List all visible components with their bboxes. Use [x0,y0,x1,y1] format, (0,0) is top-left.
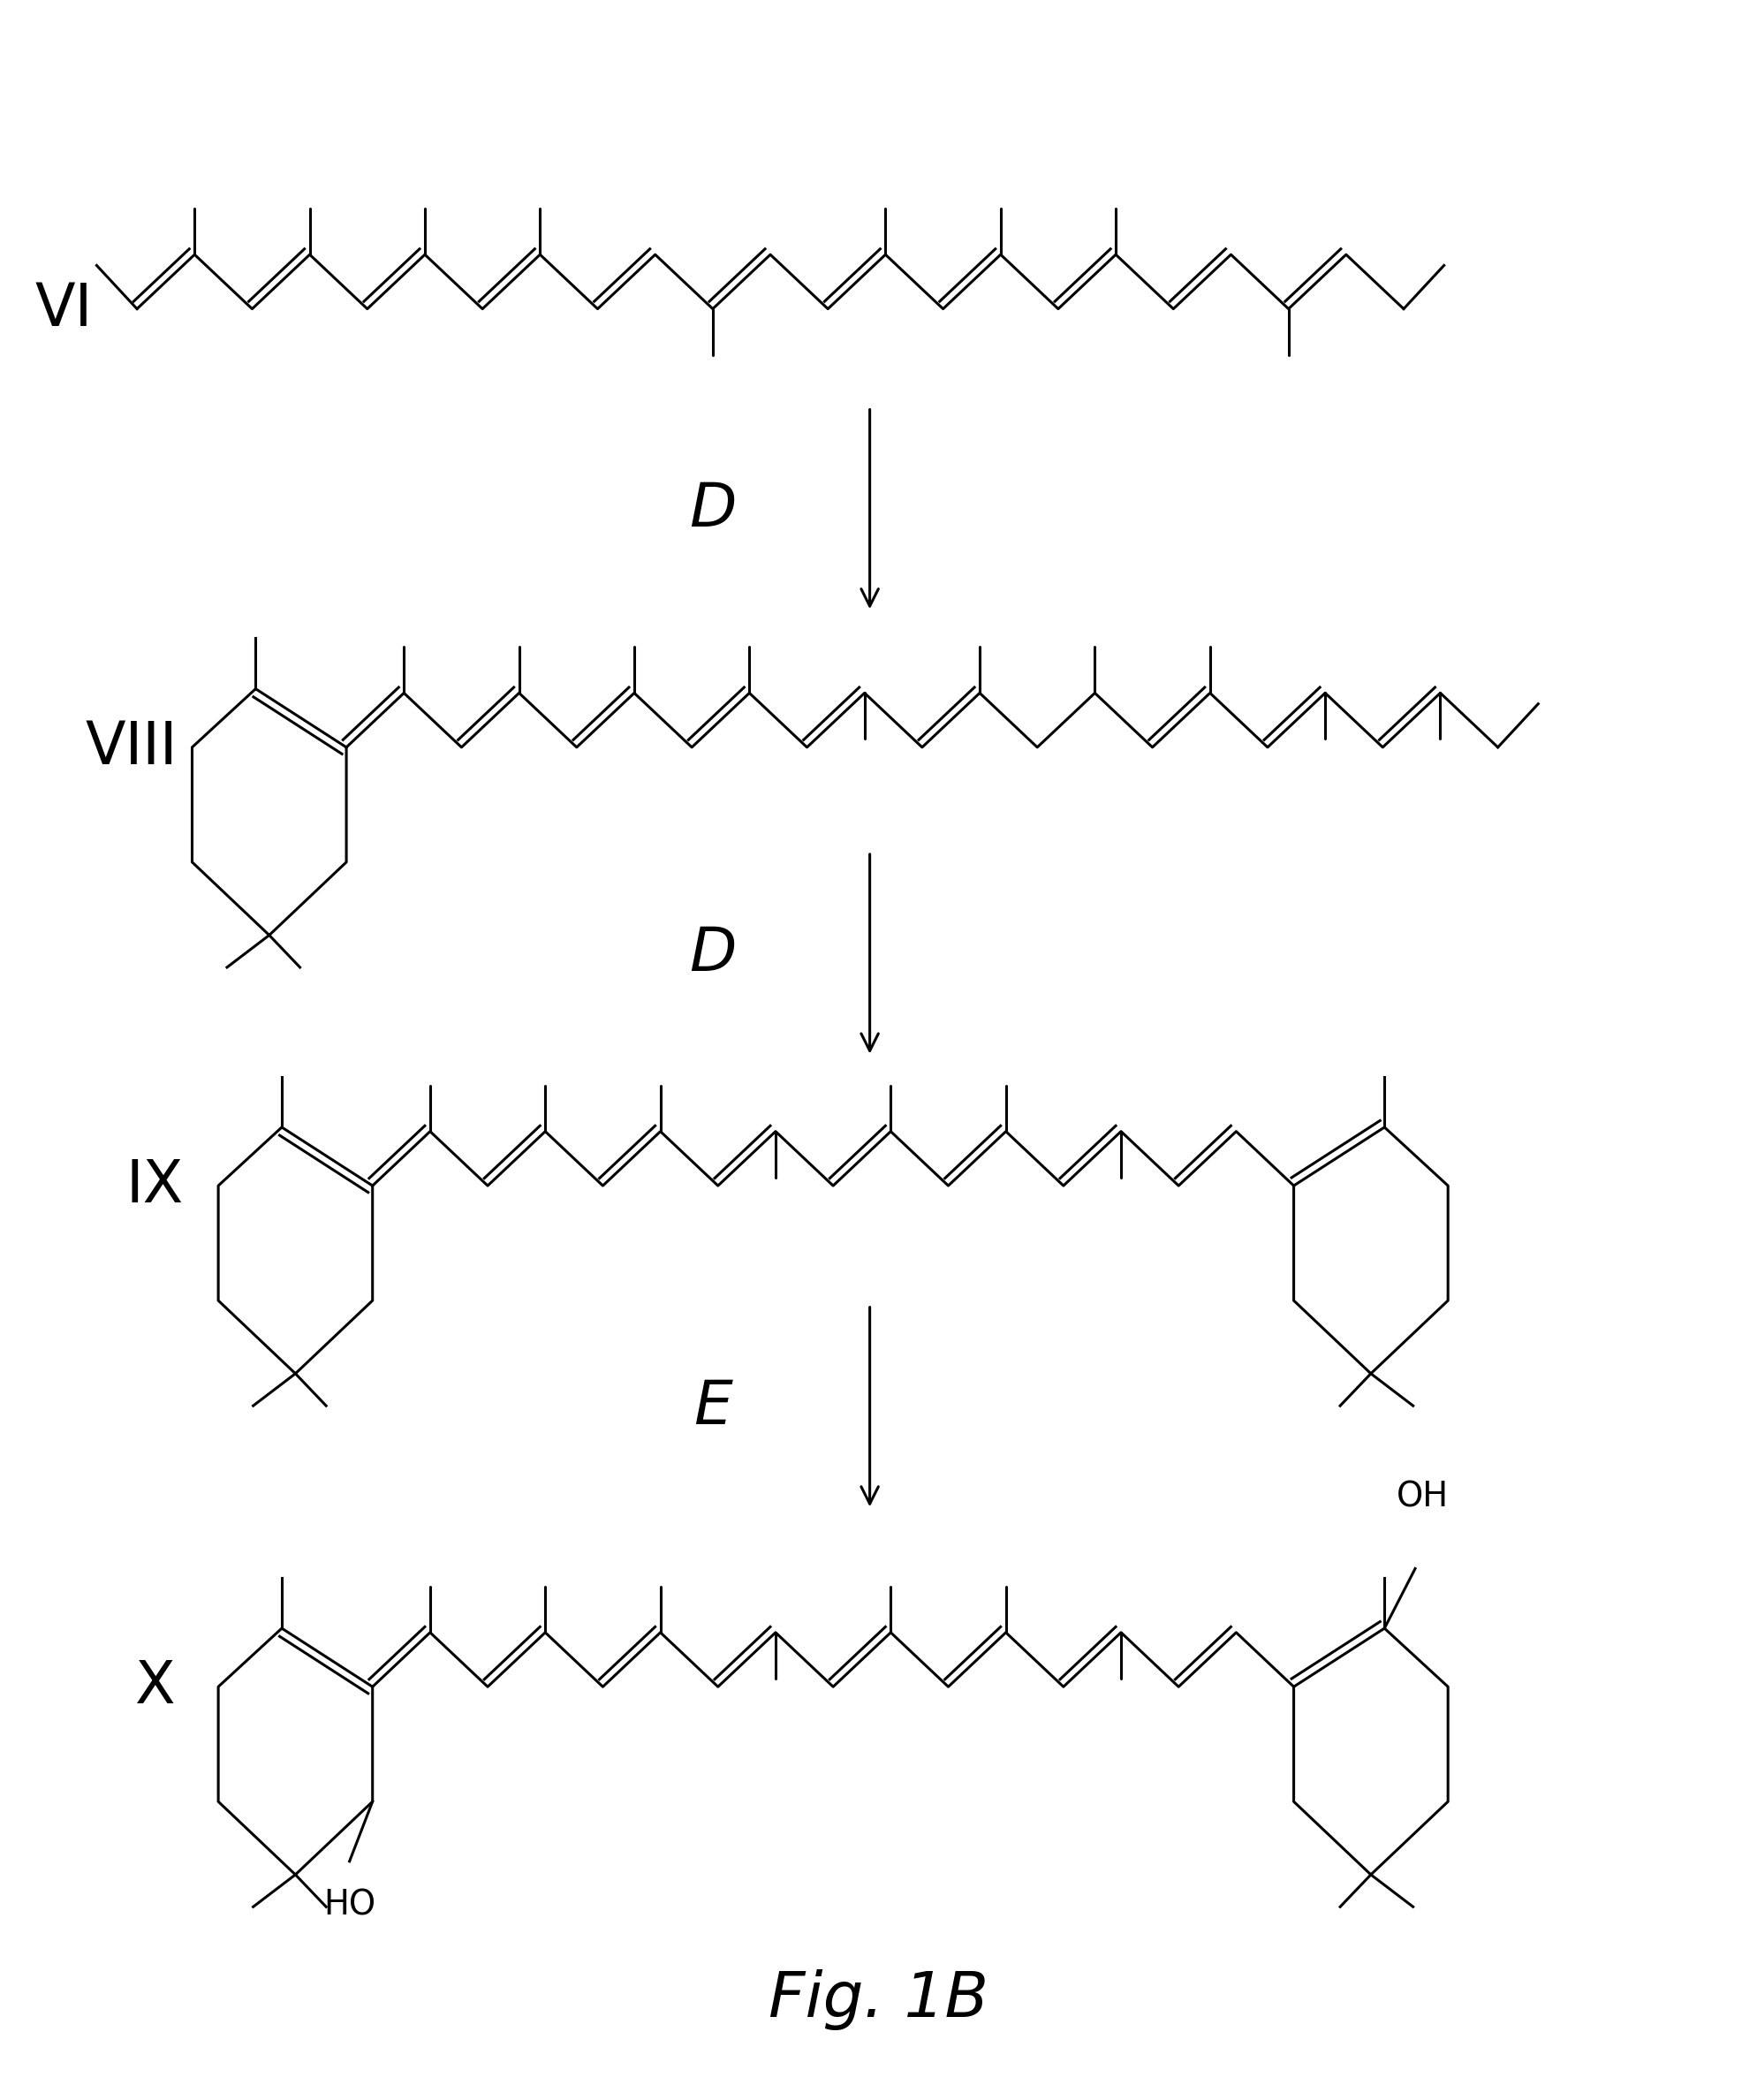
Text: VI: VI [35,279,93,338]
Text: Fig. 1B: Fig. 1B [768,1970,989,2031]
Text: X: X [134,1657,174,1716]
Text: D: D [689,479,736,540]
Text: IX: IX [125,1157,183,1216]
Text: D: D [689,924,736,983]
Text: VIII: VIII [86,718,177,777]
Text: HO: HO [323,1888,376,1922]
Text: OH: OH [1397,1480,1450,1514]
Text: E: E [694,1378,733,1436]
